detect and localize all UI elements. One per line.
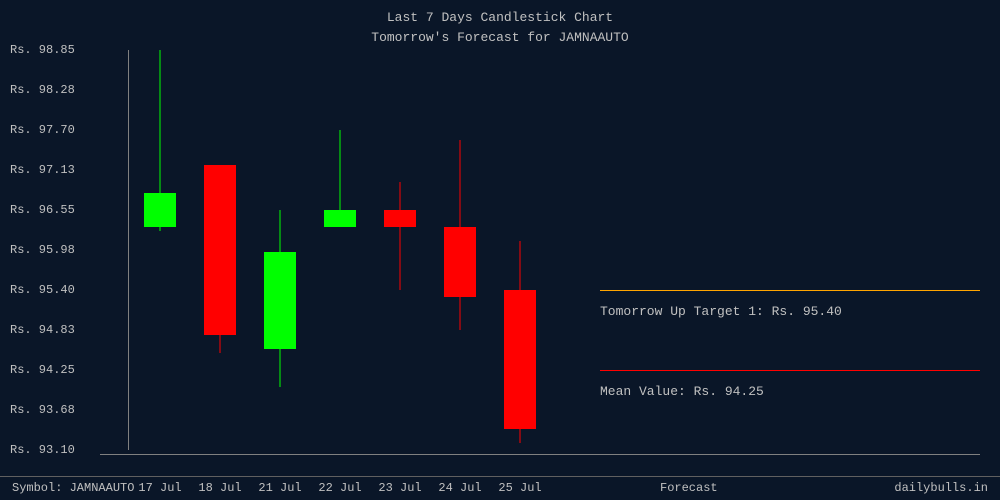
footer-site: dailybulls.in	[894, 481, 988, 495]
y-tick-label: Rs. 95.40	[10, 283, 75, 297]
y-tick-label: Rs. 94.83	[10, 323, 75, 337]
x-tick-label: 22 Jul	[318, 481, 361, 495]
forecast-label: Mean Value: Rs. 94.25	[600, 384, 764, 399]
title-line1: Last 7 Days Candlestick Chart	[0, 8, 1000, 28]
y-tick-label: Rs. 93.10	[10, 443, 75, 457]
footer-bar: Symbol: JAMNAAUTO 17 Jul 18 Jul 21 Jul 22 J…	[0, 476, 1000, 500]
candlestick-plot	[100, 50, 580, 450]
x-axis-line	[100, 454, 980, 455]
x-tick-label: 24 Jul	[438, 481, 481, 495]
y-tick-label: Rs. 94.25	[10, 363, 75, 377]
x-tick-label: 17 Jul	[138, 481, 181, 495]
y-tick-label: Rs. 98.85	[10, 43, 75, 57]
forecast-line	[600, 290, 980, 291]
candle-body	[204, 165, 236, 335]
footer-symbol: Symbol: JAMNAAUTO	[12, 481, 134, 495]
candle-body	[384, 210, 416, 227]
footer-forecast-label: Forecast	[660, 481, 718, 495]
y-tick-label: Rs. 98.28	[10, 83, 75, 97]
chart-title: Last 7 Days Candlestick Chart Tomorrow's…	[0, 0, 1000, 47]
x-axis-labels	[100, 422, 580, 442]
y-tick-label: Rs. 93.68	[10, 403, 75, 417]
forecast-panel: Tomorrow Up Target 1: Rs. 95.40 Mean Valu…	[600, 50, 980, 450]
y-tick-label: Rs. 95.98	[10, 243, 75, 257]
x-tick-label: 25 Jul	[498, 481, 541, 495]
x-tick-label: 18 Jul	[198, 481, 241, 495]
candle-body	[504, 290, 536, 429]
candle-body	[264, 252, 296, 349]
y-tick-label: Rs. 96.55	[10, 203, 75, 217]
candle-wick	[400, 182, 401, 290]
y-tick-label: Rs. 97.13	[10, 163, 75, 177]
forecast-line	[600, 370, 980, 371]
y-tick-label: Rs. 97.70	[10, 123, 75, 137]
y-axis-labels: Rs. 98.85Rs. 98.28Rs. 97.70Rs. 97.13Rs. …	[0, 50, 90, 460]
forecast-label: Tomorrow Up Target 1: Rs. 95.40	[600, 304, 842, 319]
candle-body	[324, 210, 356, 227]
x-tick-label: 23 Jul	[378, 481, 421, 495]
x-tick-label: 21 Jul	[258, 481, 301, 495]
candle-body	[444, 227, 476, 297]
y-axis-line	[128, 50, 129, 450]
candle-body	[144, 193, 176, 228]
title-line2: Tomorrow's Forecast for JAMNAAUTO	[0, 28, 1000, 48]
